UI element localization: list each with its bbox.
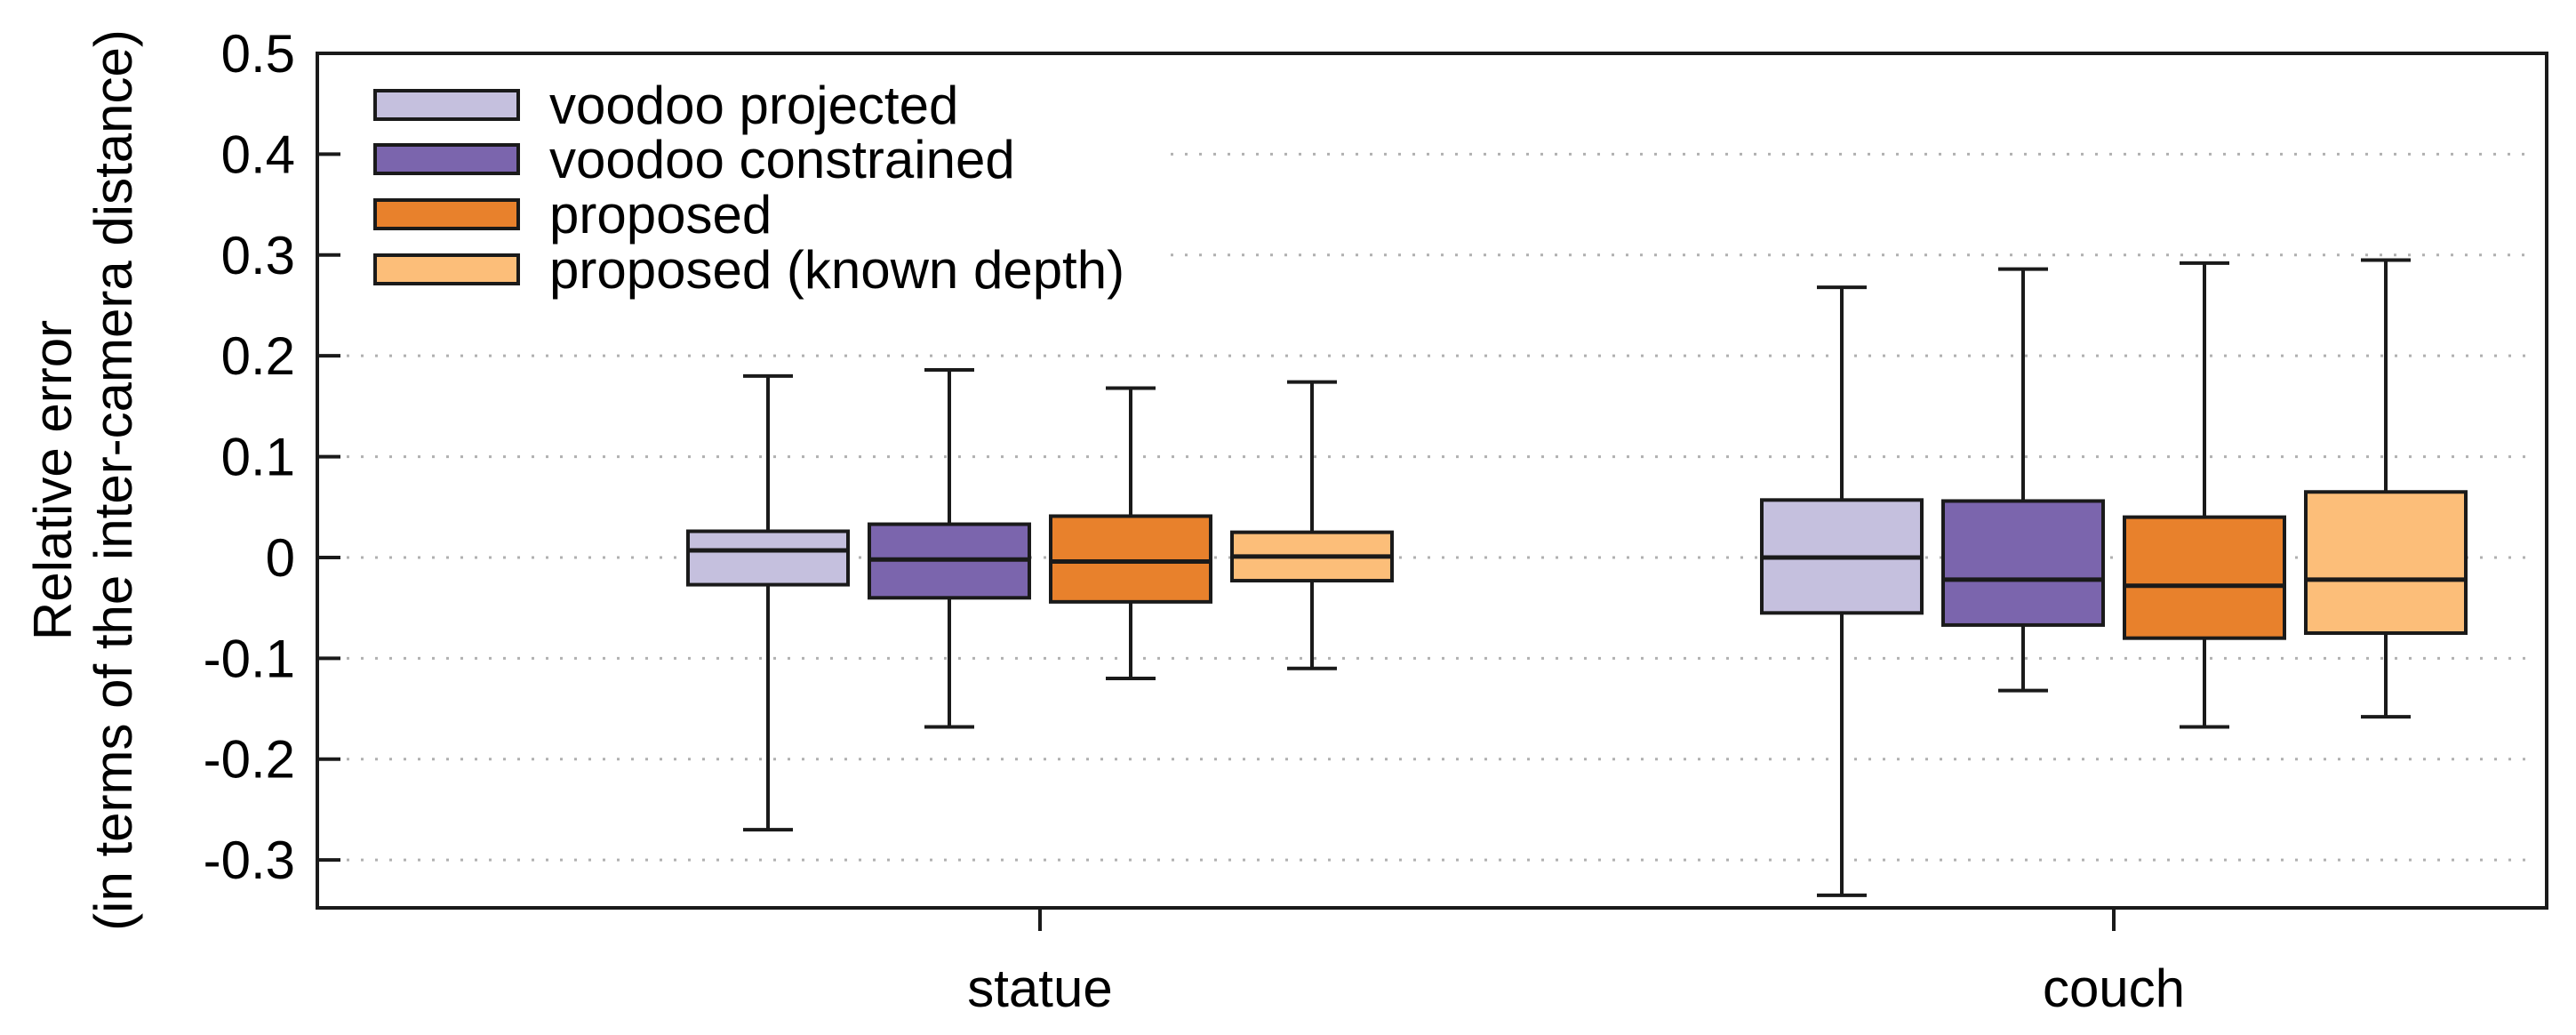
legend-swatch-voodoo-constrained (373, 143, 520, 175)
plot-border (316, 52, 2548, 910)
legend-item-voodoo-constrained: voodoo constrained (373, 130, 1015, 189)
legend-swatch-proposed-known-depth (373, 253, 520, 285)
legend-label-proposed-known-depth: proposed (known depth) (549, 240, 1124, 300)
box-proposed-known-depth--couch (2304, 490, 2468, 636)
legend-item-voodoo-projected: voodoo projected (373, 76, 958, 135)
legend: voodoo projected voodoo constrained prop… (373, 76, 1124, 300)
box-series (686, 258, 2468, 897)
x-axis-ticks: statue couch (967, 908, 2185, 1018)
y-axis-title: Relative error (in terms of the inter-ca… (23, 29, 143, 931)
legend-label-voodoo-projected: voodoo projected (549, 76, 958, 135)
box-proposed-couch (2123, 515, 2286, 640)
y-tick-label-0.2: 0.2 (221, 326, 295, 386)
box-voodoo-projected-statue (686, 529, 850, 587)
y-tick-label-0.3: 0.3 (221, 226, 295, 285)
legend-item-proposed-known-depth: proposed (known depth) (373, 240, 1124, 300)
y-axis-ticks: 0.5 0.4 0.3 0.2 0.1 0 -0.1 -0.2 -0.3 (204, 24, 340, 890)
legend-item-proposed: proposed (373, 185, 772, 245)
box-voodoo-constrained-couch (1941, 499, 2105, 627)
legend-swatch-proposed (373, 198, 520, 230)
y-tick-label--0.2: -0.2 (204, 730, 295, 790)
x-category-label-couch: couch (2043, 959, 2185, 1018)
y-tick-label-0.5: 0.5 (221, 24, 295, 84)
y-axis-title-line1: Relative error (23, 320, 83, 640)
legend-label-voodoo-constrained: voodoo constrained (549, 130, 1015, 189)
y-tick-label--0.1: -0.1 (204, 629, 295, 688)
y-axis-title-line2: (in terms of the inter-camera distance) (84, 29, 143, 931)
x-category-label-statue: statue (967, 959, 1112, 1018)
y-tick-label--0.3: -0.3 (204, 830, 295, 890)
y-tick-label-0.4: 0.4 (221, 124, 295, 184)
box-proposed-statue (1049, 514, 1212, 604)
y-tick-label-0: 0 (266, 528, 295, 588)
legend-label-proposed: proposed (549, 185, 772, 245)
legend-swatch-voodoo-projected (373, 89, 520, 121)
y-tick-label-0.1: 0.1 (221, 428, 295, 487)
